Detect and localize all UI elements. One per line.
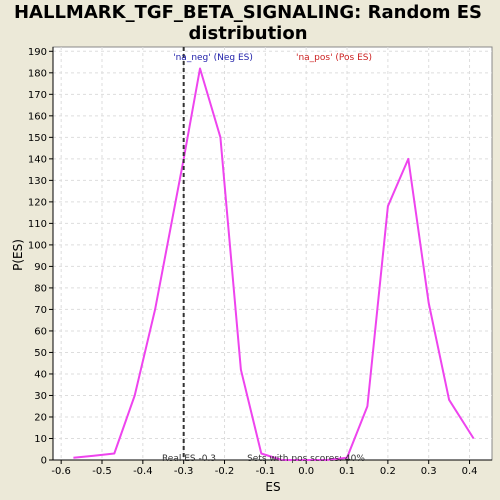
x-tick-label: 0.3 (421, 466, 437, 477)
y-tick-label: 130 (28, 176, 47, 187)
x-ticks: -0.6 -0.5 -0.4 -0.3 -0.2 -0.1 0.0 0.1 0.2 0.3 0.4 (51, 460, 477, 477)
x-tick-label: -0.1 (256, 466, 276, 477)
x-tick-label: 0.4 (462, 466, 478, 477)
es-distribution-line (73, 67, 475, 461)
x-tick-label: 0.1 (339, 466, 355, 477)
x-tick-label: -0.2 (215, 466, 235, 477)
y-tick-label: 0 (41, 456, 47, 467)
y-tick-label: 100 (28, 240, 47, 251)
y-tick-label: 80 (34, 283, 47, 294)
y-tick-label: 160 (28, 111, 47, 122)
y-tick-label: 30 (34, 391, 47, 402)
y-tick-label: 50 (34, 348, 47, 359)
x-tick-label: 0.0 (298, 466, 314, 477)
chart-title-line2: distribution (188, 23, 307, 44)
y-tick-label: 150 (28, 133, 47, 144)
y-tick-label: 10 (34, 434, 47, 445)
y-tick-label: 140 (28, 154, 47, 165)
y-tick-label: 170 (28, 90, 47, 101)
y-tick-label: 120 (28, 197, 47, 208)
y-tick-label: 20 (34, 412, 47, 423)
x-tick-label: -0.3 (174, 466, 194, 477)
chart-title-line1: HALLMARK_TGF_BETA_SIGNALING: Random ES (14, 2, 482, 23)
y-axis-label: P(ES) (11, 239, 25, 271)
y-tick-label: 60 (34, 326, 47, 337)
x-tick-label: -0.6 (51, 466, 71, 477)
y-tick-label: 180 (28, 68, 47, 79)
y-tick-label: 90 (34, 262, 47, 273)
y-ticks: 0 10 20 30 40 50 60 70 80 90 100 110 120 130 140 150 160… (28, 47, 53, 467)
sets-pos-scores-label: Sets with pos scores: 40% (247, 454, 365, 464)
real-es-label: Real ES -0.3 (162, 454, 216, 464)
series-layer (73, 67, 475, 461)
x-tick-label: -0.5 (92, 466, 112, 477)
plot-area (52, 46, 493, 461)
y-tick-label: 40 (34, 369, 47, 380)
y-tick-label: 190 (28, 47, 47, 58)
y-tick-label: 110 (28, 219, 47, 230)
x-axis-label: ES (265, 480, 280, 494)
y-tick-label: 70 (34, 305, 47, 316)
neg-es-label: 'na_neg' (Neg ES) (173, 53, 253, 63)
pos-es-label: 'na_pos' (Pos ES) (296, 53, 372, 63)
x-tick-label: -0.4 (133, 466, 153, 477)
x-tick-label: 0.2 (380, 466, 396, 477)
